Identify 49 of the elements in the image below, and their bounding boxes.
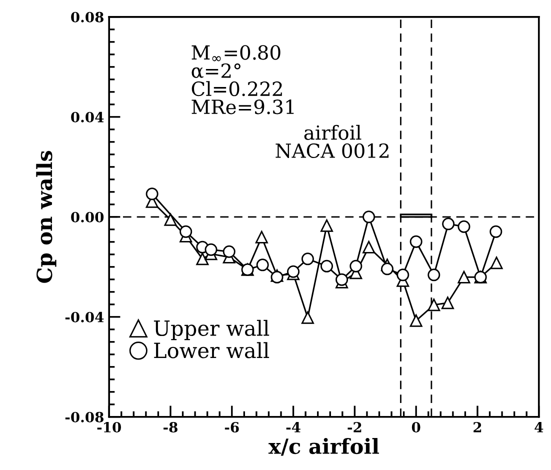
x-tick-label: 4 xyxy=(534,422,544,432)
x-tick-label: -4 xyxy=(286,422,300,432)
annotation: M$_{∞}$=0.80 α=2° Cl=0.222 MRe=9.31 xyxy=(192,45,294,114)
x-tick-label: -2 xyxy=(348,422,362,432)
point xyxy=(180,225,192,238)
point xyxy=(320,260,333,272)
y-tick-label: -0.04 xyxy=(65,312,104,322)
point xyxy=(362,210,376,224)
point xyxy=(458,270,470,284)
y-tick-label: 0.08 xyxy=(71,12,104,22)
point xyxy=(164,213,177,226)
point xyxy=(458,220,470,233)
x-tick-label: 2 xyxy=(474,422,482,432)
x-tick-label: -10 xyxy=(97,422,121,432)
point xyxy=(350,260,362,272)
point xyxy=(396,268,410,282)
x-axis-title: x/c airfoil xyxy=(268,438,379,456)
point xyxy=(222,245,236,258)
point xyxy=(410,314,422,327)
legend-label: Lower wall xyxy=(154,342,270,358)
point xyxy=(428,298,440,312)
y-tick-label: 0.04 xyxy=(71,112,104,122)
x-tick-label: -8 xyxy=(164,422,178,432)
point xyxy=(301,252,314,266)
point xyxy=(204,243,218,256)
point xyxy=(428,268,440,282)
x-tick-label: -6 xyxy=(224,422,239,432)
annotation: airfoil NACA 0012 xyxy=(276,124,388,158)
point xyxy=(196,252,209,266)
point xyxy=(410,235,422,248)
legend-label: Upper wall xyxy=(154,320,270,340)
point xyxy=(287,265,300,278)
point xyxy=(380,262,394,276)
point xyxy=(320,219,333,232)
point xyxy=(146,188,158,200)
point xyxy=(441,296,454,310)
y-tick-label: 0.00 xyxy=(71,212,104,222)
point xyxy=(301,311,314,324)
point xyxy=(490,225,502,238)
x-tick-label: 0 xyxy=(412,422,420,432)
point xyxy=(490,256,503,270)
y-axis-title: Cp on walls xyxy=(36,150,56,283)
y-tick-label: -0.08 xyxy=(65,412,104,422)
point xyxy=(255,230,268,244)
point xyxy=(256,258,269,272)
point xyxy=(241,263,254,276)
point xyxy=(336,273,348,286)
point xyxy=(362,240,376,254)
point xyxy=(442,218,455,230)
